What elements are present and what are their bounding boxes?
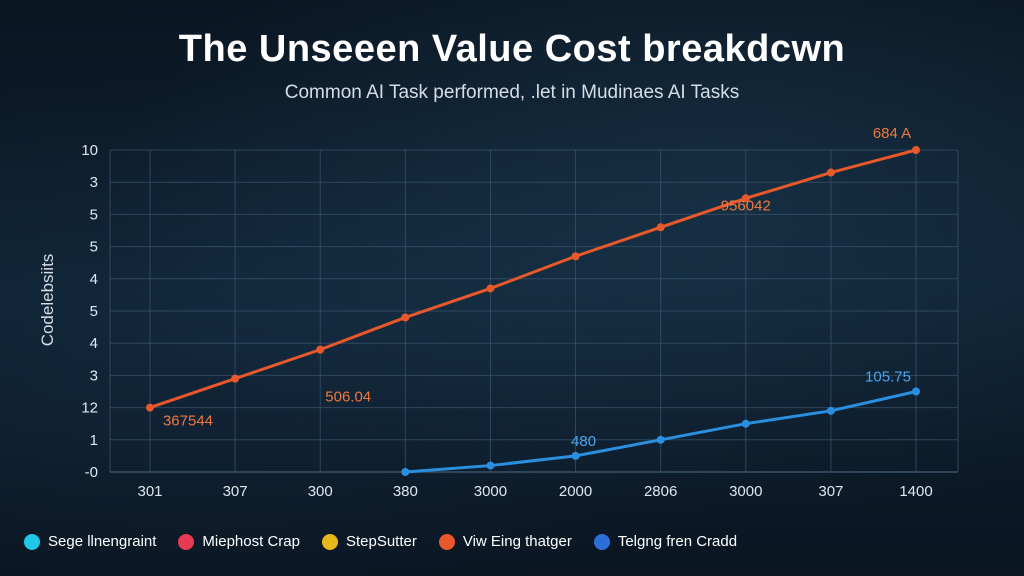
legend-swatch [321, 533, 338, 550]
x-tick-label: 3000 [474, 483, 507, 500]
x-tick-label: 2806 [644, 483, 677, 500]
data-label: 105.75 [865, 369, 911, 386]
data-point [912, 387, 920, 396]
legend-item: Sege llnengraint [24, 533, 156, 550]
data-point [486, 284, 495, 293]
data-point [826, 406, 835, 415]
x-tick-label: 301 [137, 483, 162, 500]
legend-swatch [24, 533, 40, 550]
y-tick-label: -0 [85, 464, 98, 481]
legend-item: Telgng fren Cradd [593, 533, 738, 550]
data-labels: 367544 506.04 956042 684 A 480 105.75 [163, 125, 911, 450]
data-point [401, 313, 410, 322]
legend-swatch [438, 533, 455, 550]
data-point [826, 168, 835, 177]
y-tick-labels: -0 1 12 3 4 5 4 5 5 3 10 [81, 142, 98, 481]
y-tick-label: 5 [90, 239, 98, 256]
legend-label: Telgng fren Cradd [617, 533, 738, 550]
data-point [231, 374, 240, 383]
y-tick-label: 4 [90, 335, 98, 352]
y-tick-label: 12 [81, 400, 98, 417]
y-tick-label: 3 [90, 367, 98, 384]
data-label: 684 A [873, 125, 911, 142]
y-tick-label: 3 [90, 174, 98, 191]
y-tick-label: 10 [81, 142, 98, 159]
data-label: 506.04 [325, 389, 371, 406]
legend-label: Miephost Crap [202, 533, 300, 550]
y-tick-label: 1 [90, 432, 98, 449]
legend-item: StepSutter [321, 533, 417, 550]
data-point [316, 345, 325, 354]
legend-swatch [593, 533, 610, 550]
data-label: 956042 [721, 197, 771, 214]
data-point [486, 461, 495, 470]
data-label: 480 [571, 433, 596, 450]
y-tick-label: 5 [90, 206, 98, 223]
x-tick-labels: 301 307 300 380 3000 2000 2806 3000 307 1400 [137, 483, 932, 500]
data-point [146, 403, 154, 412]
x-tick-label: 2000 [559, 483, 592, 500]
x-tick-label: 380 [393, 483, 418, 500]
chart-title: The Unseeen Value Cost breakdcwn [178, 28, 846, 70]
legend: Sege llnengraint Miephost Crap StepSutter V… [24, 533, 1000, 550]
legend-item: Viw Eing thatger [438, 533, 572, 550]
legend-label: StepSutter [345, 533, 417, 550]
chart-subtitle: Common AI Task performed, .let in Mudina… [284, 82, 740, 103]
legend-label: Sege llnengraint [48, 533, 157, 550]
data-point [571, 451, 580, 460]
data-point [741, 419, 750, 428]
legend-swatch [178, 533, 195, 550]
x-tick-label: 3000 [729, 483, 762, 500]
grid-lines [109, 149, 959, 473]
x-tick-label: 307 [223, 483, 248, 500]
series-points [146, 146, 920, 476]
series-line-0 [148, 148, 918, 410]
data-point [656, 223, 665, 232]
x-tick-label: 307 [818, 483, 843, 500]
data-point [656, 435, 665, 444]
y-tick-label: 5 [90, 303, 98, 320]
y-tick-label: 4 [90, 271, 98, 288]
data-point [912, 146, 920, 154]
data-point [571, 252, 580, 261]
legend-label: Viw Eing thatger [462, 533, 572, 550]
legend-item: Miephost Crap [178, 533, 300, 550]
data-point [401, 468, 410, 476]
data-point [741, 194, 750, 203]
x-tick-label: 300 [308, 483, 333, 500]
data-label: 367544 [163, 413, 213, 430]
x-tick-label: 1400 [899, 483, 932, 500]
